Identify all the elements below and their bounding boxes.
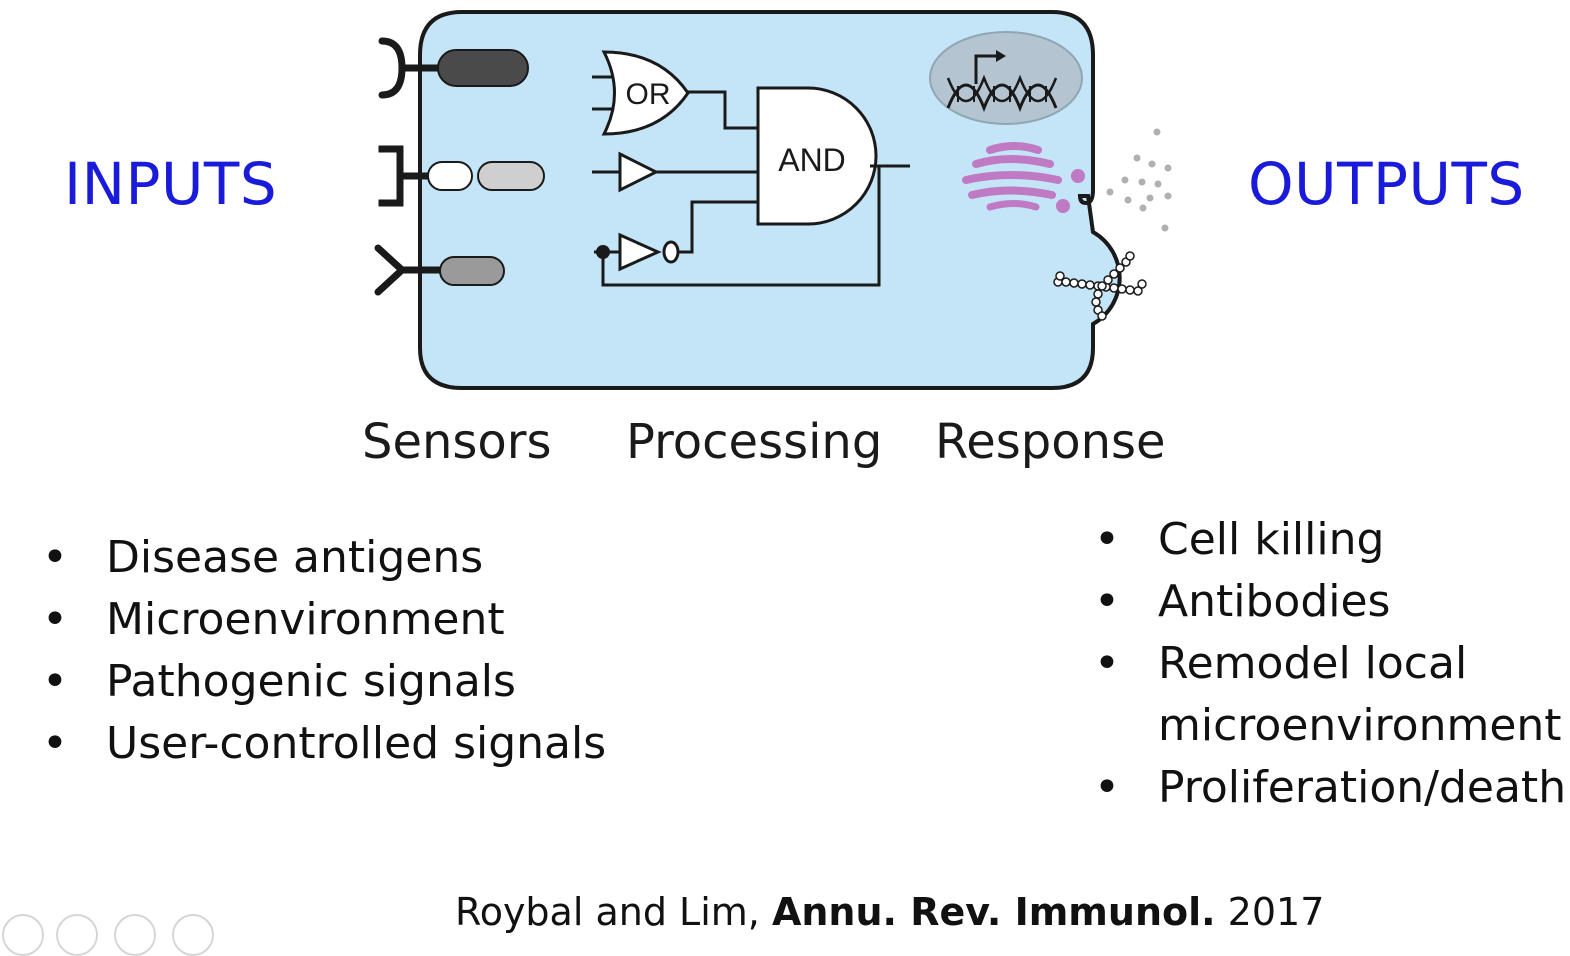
receptor-domain-light: [477, 161, 545, 191]
receptor-icon: [374, 244, 448, 296]
stage-label-sensors: Sensors: [362, 414, 552, 470]
receptor-icon: [378, 37, 444, 99]
citation-year: 2017: [1227, 890, 1325, 934]
receptor-icon: [378, 145, 436, 207]
and-gate-label: AND: [778, 142, 846, 178]
golgi-icon: [962, 142, 1062, 211]
receptor-domain-mid: [439, 256, 505, 286]
feedback-wire: [601, 166, 881, 287]
inputs-title: INPUTS: [64, 150, 278, 218]
outputs-title: OUTPUTS: [1248, 150, 1525, 218]
or-gate-label: OR: [626, 78, 671, 111]
receptor-domain-dark: [437, 49, 529, 87]
slides-control-icon[interactable]: [56, 914, 98, 956]
cell-circuit-diagram: OR AND: [374, 10, 1172, 390]
secreted-particles-icon: [1106, 128, 1172, 232]
zoom-control-icon[interactable]: [114, 914, 156, 956]
stage-label-response: Response: [935, 414, 1166, 470]
buffer-gate-icon: [592, 151, 758, 193]
more-control-icon[interactable]: [172, 914, 214, 956]
edit-control-icon[interactable]: [2, 914, 44, 956]
outputs-list: Cell killing Antibodies Remodel local mi…: [1052, 509, 1570, 819]
antibody-icon: [1053, 251, 1147, 321]
stage-label-processing: Processing: [626, 414, 883, 470]
citation: Roybal and Lim, Annu. Rev. Immunol. 2017: [455, 890, 1324, 934]
not-gate-icon: [594, 200, 758, 272]
list-item: Remodel local microenvironment: [1052, 633, 1570, 757]
list-item: Antibodies: [1052, 571, 1570, 633]
citation-journal: Annu. Rev. Immunol.: [771, 890, 1216, 934]
wire: [688, 90, 758, 130]
vesicle: [1071, 169, 1085, 183]
list-item: User-controlled signals: [0, 713, 606, 775]
and-gate-icon: [756, 86, 878, 226]
list-item: Disease antigens: [0, 527, 606, 589]
list-item: Pathogenic signals: [0, 651, 606, 713]
list-item: Cell killing: [1052, 509, 1570, 571]
list-item: Microenvironment: [0, 589, 606, 651]
dna-icon: [946, 50, 1058, 113]
citation-authors: Roybal and Lim,: [455, 890, 760, 934]
list-item: Proliferation/death: [1052, 757, 1570, 819]
vesicle: [1056, 199, 1070, 213]
nucleus: [929, 31, 1083, 125]
inputs-list: Disease antigens Microenvironment Pathog…: [0, 527, 606, 775]
or-gate-icon: [592, 50, 690, 136]
receptor-domain-white: [427, 161, 473, 191]
